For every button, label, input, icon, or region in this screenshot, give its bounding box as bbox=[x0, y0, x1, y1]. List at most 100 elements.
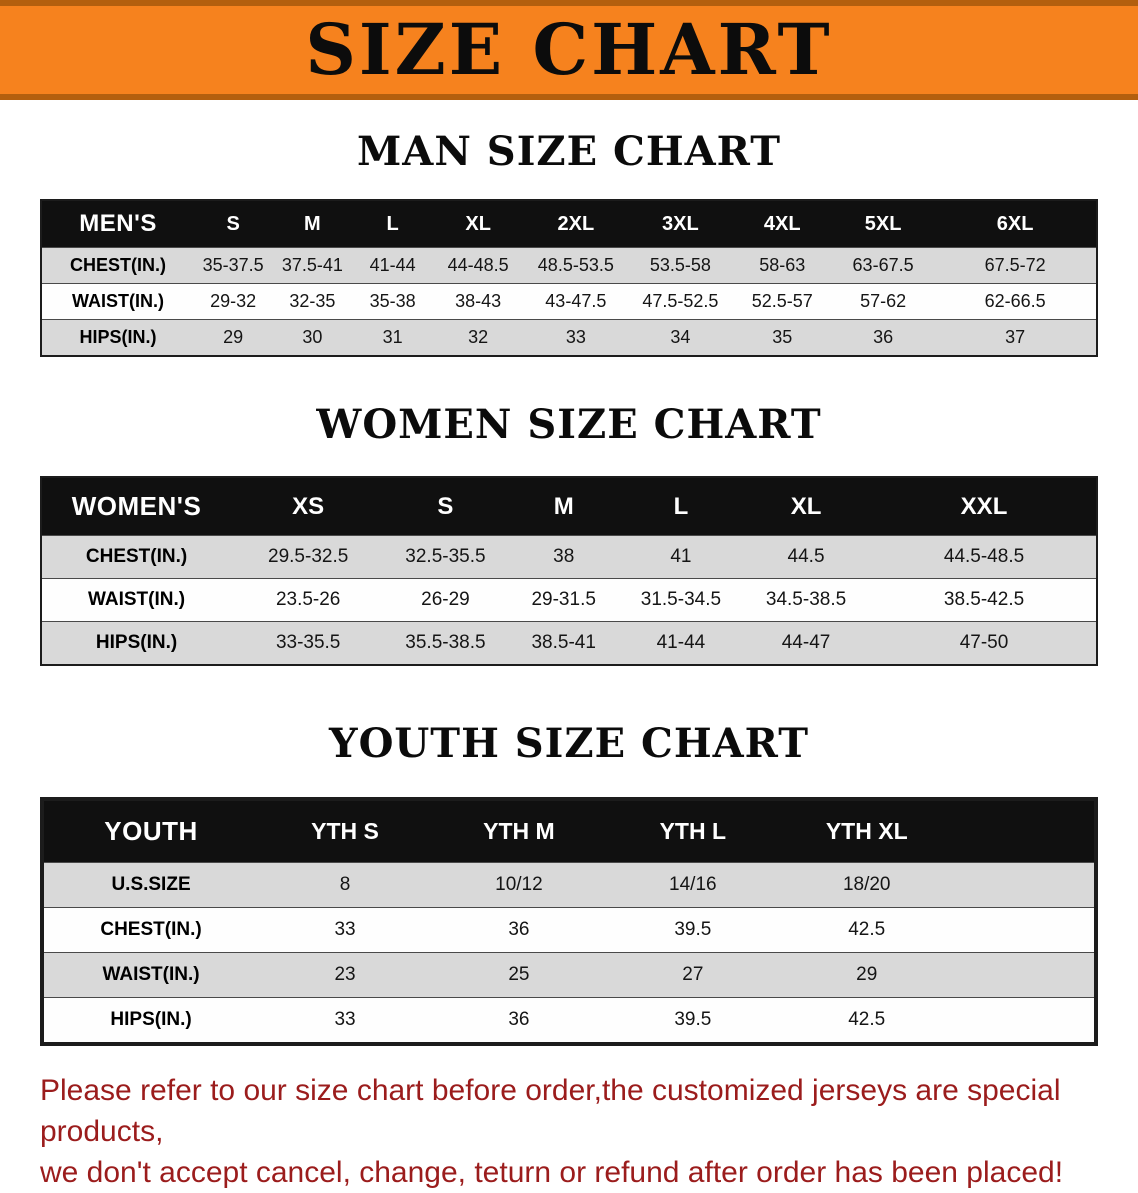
value-cell: 63-67.5 bbox=[852, 255, 914, 275]
value-cell: 23.5-26 bbox=[275, 589, 341, 610]
value-cell: 38 bbox=[553, 546, 575, 567]
size-header-cell: 3XL bbox=[628, 200, 733, 248]
size-header-cell: M bbox=[505, 477, 622, 536]
value-cell: 47-50 bbox=[959, 632, 1009, 653]
value-cell: 27 bbox=[682, 964, 704, 985]
size-header-cell: XL bbox=[432, 200, 524, 248]
measurement-row: WAIST(IN.) 23 25 27 29 bbox=[42, 952, 1096, 998]
value-cell: 38.5-42.5 bbox=[943, 589, 1025, 610]
value-cell: 32.5-35.5 bbox=[405, 546, 486, 567]
size-section-youth: YOUTH SIZE CHART YOUTH YTH S YTH M YTH L YTH … bbox=[0, 720, 1138, 1046]
value-cell: 48.5-53.5 bbox=[537, 255, 614, 275]
men-size-table: MEN'S S M L XL 2XL 3XL 4XL 5XL 6XL CHEST(IN.) 35-37… bbox=[40, 199, 1098, 357]
youth-size-table: YOUTH YTH S YTH M YTH L YTH XL U.S.SIZE 8 10/12… bbox=[40, 797, 1098, 1046]
value-cell: 52.5-57 bbox=[751, 291, 813, 311]
value-cell: 25 bbox=[508, 964, 530, 985]
value-cell: 39.5 bbox=[674, 1009, 712, 1030]
size-chart-sections: MAN SIZE CHART MEN'S S M L XL 2XL 3XL 4XL 5XL 6XL C… bbox=[0, 128, 1138, 1046]
size-header-cell: 6XL bbox=[934, 200, 1097, 248]
value-cell: 18/20 bbox=[842, 874, 891, 895]
value-cell: 37.5-41 bbox=[281, 255, 343, 275]
row-label: CHEST(IN.) bbox=[85, 546, 188, 567]
row-label: CHEST(IN.) bbox=[70, 255, 167, 275]
measurement-row: HIPS(IN.) 29 30 31 32 33 34 35 36 37 bbox=[41, 319, 1097, 356]
header-row: YOUTH YTH S YTH M YTH L YTH XL bbox=[42, 799, 1096, 863]
value-cell: 29 bbox=[856, 964, 878, 985]
table-title-cell: WOMEN'S bbox=[41, 477, 232, 536]
row-label: HIPS(IN.) bbox=[110, 1009, 192, 1030]
value-cell: 44-48.5 bbox=[447, 255, 509, 275]
size-header-cell: 2XL bbox=[523, 200, 629, 248]
measurement-row: U.S.SIZE 8 10/12 14/16 18/20 bbox=[42, 862, 1096, 908]
women-size-table: WOMEN'S XS S M L XL XXL CHEST(IN.) 29.5-32.5 32.5… bbox=[40, 476, 1098, 666]
value-cell: 43-47.5 bbox=[545, 291, 607, 311]
value-cell: 29.5-32.5 bbox=[268, 546, 349, 567]
row-label: WAIST(IN.) bbox=[72, 291, 165, 311]
header-row: WOMEN'S XS S M L XL XXL bbox=[41, 477, 1097, 536]
size-header-cell: S bbox=[194, 200, 273, 248]
value-cell: 38.5-41 bbox=[531, 632, 596, 653]
value-cell: 32 bbox=[468, 327, 489, 347]
value-cell: 44.5-48.5 bbox=[943, 546, 1025, 567]
value-cell: 36 bbox=[508, 919, 530, 940]
value-cell: 31.5-34.5 bbox=[640, 589, 722, 610]
section-heading-women: WOMEN SIZE CHART bbox=[316, 401, 822, 448]
value-cell: 29-31.5 bbox=[531, 589, 596, 610]
size-header-cell: M bbox=[272, 200, 353, 248]
value-cell: 41-44 bbox=[369, 255, 416, 275]
value-cell: 29 bbox=[223, 327, 244, 347]
measurement-row: HIPS(IN.) 33 36 39.5 42.5 bbox=[42, 997, 1096, 1045]
value-cell: 57-62 bbox=[860, 291, 907, 311]
size-header-cell: XS bbox=[231, 477, 386, 536]
value-cell: 53.5-58 bbox=[649, 255, 711, 275]
value-cell: 47.5-52.5 bbox=[642, 291, 719, 311]
spacer-cell bbox=[954, 863, 1096, 908]
value-cell: 44-47 bbox=[781, 632, 831, 653]
row-label: HIPS(IN.) bbox=[95, 632, 178, 653]
row-label: HIPS(IN.) bbox=[79, 327, 157, 347]
spacer-cell bbox=[954, 908, 1096, 953]
value-cell: 62-66.5 bbox=[984, 291, 1046, 311]
size-header-cell: YTH S bbox=[258, 799, 432, 863]
value-cell: 44.5 bbox=[787, 546, 825, 567]
value-cell: 14/16 bbox=[669, 874, 717, 895]
row-label: WAIST(IN.) bbox=[102, 964, 200, 985]
size-header-cell: L bbox=[621, 477, 741, 536]
disclaimer-line-1: Please refer to our size chart before or… bbox=[40, 1074, 1061, 1149]
size-section-women: WOMEN SIZE CHART WOMEN'S XS S M L XL XXL CHEST(I… bbox=[0, 401, 1138, 666]
row-label: CHEST(IN.) bbox=[100, 919, 202, 940]
value-cell: 37 bbox=[1005, 327, 1026, 347]
size-header-cell: YTH M bbox=[431, 799, 606, 863]
value-cell: 34 bbox=[670, 327, 691, 347]
value-cell: 38-43 bbox=[455, 291, 502, 311]
measurement-row: CHEST(IN.) 29.5-32.5 32.5-35.5 38 41 44.5 44.5… bbox=[41, 535, 1097, 579]
value-cell: 33 bbox=[334, 1009, 356, 1030]
value-cell: 23 bbox=[334, 964, 356, 985]
row-label: U.S.SIZE bbox=[111, 874, 191, 895]
spacer-cell bbox=[954, 998, 1096, 1045]
value-cell: 58-63 bbox=[759, 255, 806, 275]
measurement-row: WAIST(IN.) 29-32 32-35 35-38 38-43 43-47.5 47.… bbox=[41, 283, 1097, 320]
value-cell: 33 bbox=[334, 919, 356, 940]
header-row: MEN'S S M L XL 2XL 3XL 4XL 5XL 6XL bbox=[41, 200, 1097, 248]
measurement-row: CHEST(IN.) 33 36 39.5 42.5 bbox=[42, 907, 1096, 953]
size-header-cell: L bbox=[352, 200, 433, 248]
spacer-cell bbox=[953, 799, 1096, 863]
banner: SIZE CHART bbox=[0, 0, 1138, 100]
value-cell: 35 bbox=[772, 327, 793, 347]
section-heading-men: MAN SIZE CHART bbox=[357, 128, 781, 175]
value-cell: 33 bbox=[565, 327, 586, 347]
value-cell: 35-38 bbox=[369, 291, 416, 311]
value-cell: 8 bbox=[339, 874, 351, 895]
table-title-cell: YOUTH bbox=[42, 799, 259, 863]
size-header-cell: XXL bbox=[872, 477, 1097, 536]
value-cell: 31 bbox=[382, 327, 403, 347]
value-cell: 26-29 bbox=[421, 589, 470, 610]
value-cell: 29-32 bbox=[210, 291, 257, 311]
value-cell: 36 bbox=[508, 1009, 530, 1030]
row-label: WAIST(IN.) bbox=[87, 589, 186, 610]
value-cell: 35-37.5 bbox=[202, 255, 264, 275]
value-cell: 42.5 bbox=[848, 1009, 886, 1030]
value-cell: 32-35 bbox=[289, 291, 336, 311]
size-section-men: MAN SIZE CHART MEN'S S M L XL 2XL 3XL 4XL 5XL 6XL C… bbox=[0, 128, 1138, 357]
